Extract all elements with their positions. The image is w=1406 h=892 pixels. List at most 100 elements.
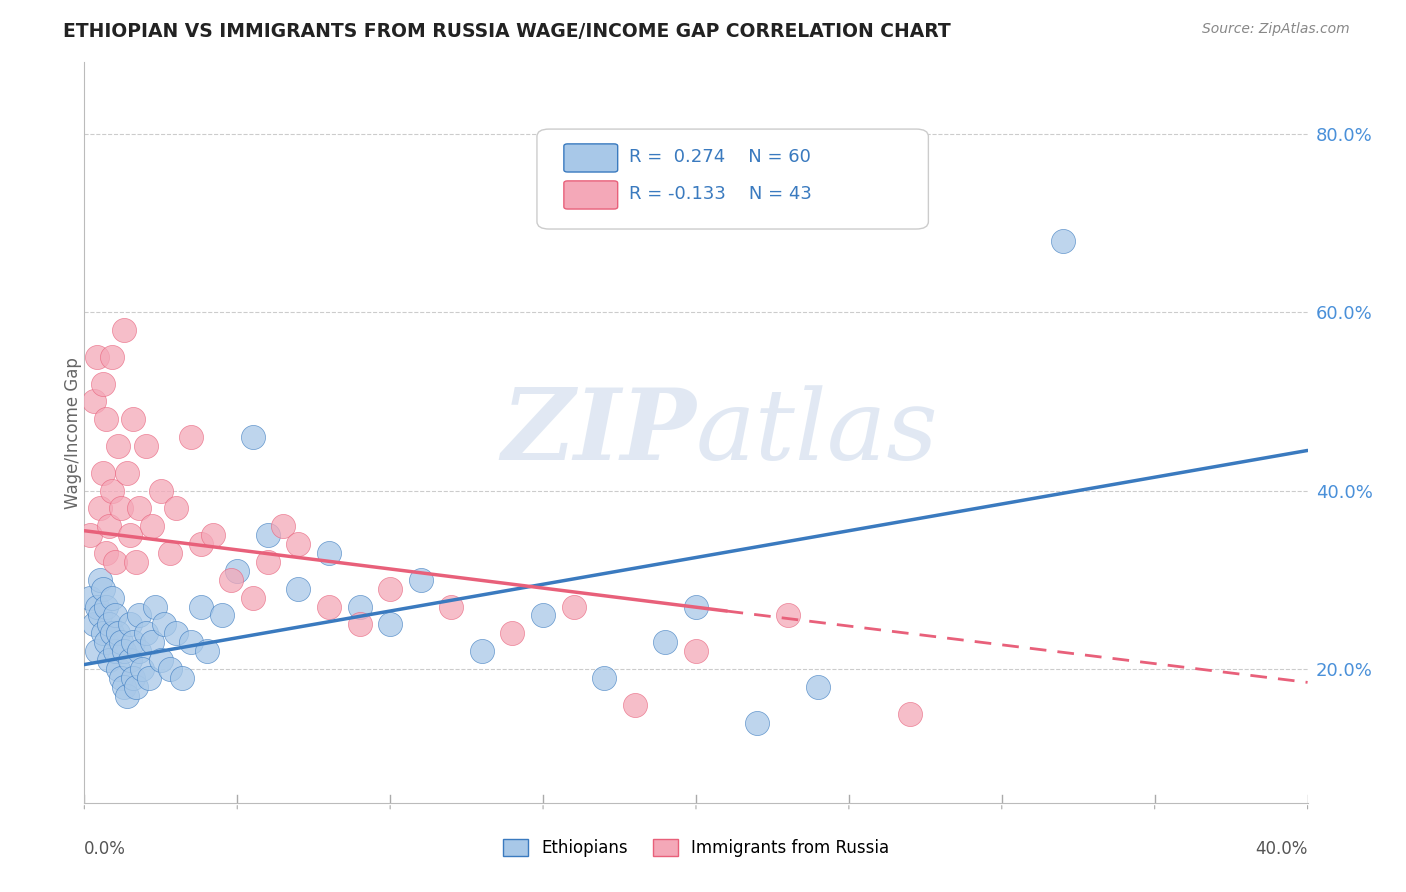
Point xyxy=(104,555,127,569)
Point xyxy=(97,519,120,533)
Point xyxy=(776,608,799,623)
Point xyxy=(380,582,402,596)
Point xyxy=(747,715,769,730)
Point xyxy=(128,608,150,623)
Point xyxy=(104,608,127,623)
Point xyxy=(190,537,212,551)
Point xyxy=(242,430,264,444)
Point xyxy=(440,599,463,614)
Point xyxy=(125,555,148,569)
Point xyxy=(349,599,371,614)
Point xyxy=(141,519,163,533)
Text: ETHIOPIAN VS IMMIGRANTS FROM RUSSIA WAGE/INCOME GAP CORRELATION CHART: ETHIOPIAN VS IMMIGRANTS FROM RUSSIA WAGE… xyxy=(63,22,950,41)
Point xyxy=(107,662,129,676)
Point xyxy=(91,466,114,480)
Point xyxy=(685,599,707,614)
Point xyxy=(219,573,242,587)
Point xyxy=(122,635,145,649)
Point xyxy=(138,671,160,685)
Text: R = -0.133    N = 43: R = -0.133 N = 43 xyxy=(628,185,811,202)
Y-axis label: Wage/Income Gap: Wage/Income Gap xyxy=(65,357,82,508)
Point xyxy=(115,689,138,703)
Point xyxy=(97,617,120,632)
Point xyxy=(153,617,176,632)
Point xyxy=(122,671,145,685)
Point xyxy=(101,483,124,498)
Point xyxy=(94,635,117,649)
Point xyxy=(135,439,157,453)
FancyBboxPatch shape xyxy=(564,181,617,209)
Point xyxy=(165,626,187,640)
Point xyxy=(131,662,153,676)
Point xyxy=(97,653,120,667)
Point xyxy=(107,626,129,640)
FancyBboxPatch shape xyxy=(537,129,928,229)
Point xyxy=(180,635,202,649)
Text: R =  0.274    N = 60: R = 0.274 N = 60 xyxy=(628,147,811,166)
Point xyxy=(135,626,157,640)
Point xyxy=(94,546,117,560)
Point xyxy=(94,412,117,426)
Point xyxy=(318,599,340,614)
Point xyxy=(89,501,111,516)
Point xyxy=(149,483,172,498)
Point xyxy=(86,644,108,658)
Point xyxy=(685,644,707,658)
Point xyxy=(159,662,181,676)
Point xyxy=(79,591,101,605)
Text: 40.0%: 40.0% xyxy=(1256,840,1308,858)
Point xyxy=(91,582,114,596)
Point xyxy=(190,599,212,614)
Point xyxy=(120,617,142,632)
Point xyxy=(159,546,181,560)
Point xyxy=(83,617,105,632)
Point xyxy=(562,599,585,614)
Point xyxy=(349,617,371,632)
Point xyxy=(172,671,194,685)
Point xyxy=(257,555,280,569)
Point xyxy=(112,680,135,694)
Point xyxy=(201,528,224,542)
Point xyxy=(318,546,340,560)
Point xyxy=(180,430,202,444)
Point xyxy=(471,644,494,658)
Point xyxy=(257,528,280,542)
Point xyxy=(143,599,166,614)
Point xyxy=(91,626,114,640)
Point xyxy=(110,671,132,685)
Text: atlas: atlas xyxy=(696,385,939,480)
Point xyxy=(898,706,921,721)
Point xyxy=(101,591,124,605)
Point xyxy=(83,394,105,409)
Point xyxy=(112,323,135,337)
Text: ZIP: ZIP xyxy=(501,384,696,481)
Text: Source: ZipAtlas.com: Source: ZipAtlas.com xyxy=(1202,22,1350,37)
Point xyxy=(226,564,249,578)
Point xyxy=(149,653,172,667)
Point xyxy=(110,635,132,649)
Point xyxy=(380,617,402,632)
Point xyxy=(287,582,309,596)
Point xyxy=(654,635,676,649)
Point xyxy=(89,573,111,587)
Text: 0.0%: 0.0% xyxy=(84,840,127,858)
Point xyxy=(141,635,163,649)
Point xyxy=(624,698,647,712)
Point xyxy=(86,599,108,614)
Point xyxy=(807,680,830,694)
Point xyxy=(115,466,138,480)
Point xyxy=(91,376,114,391)
Point xyxy=(79,528,101,542)
Point xyxy=(120,653,142,667)
Point xyxy=(89,608,111,623)
Point xyxy=(1052,234,1074,248)
Point xyxy=(101,626,124,640)
Point xyxy=(125,680,148,694)
Point xyxy=(120,528,142,542)
Point xyxy=(86,350,108,364)
Point xyxy=(211,608,233,623)
Point xyxy=(502,626,524,640)
FancyBboxPatch shape xyxy=(564,144,617,172)
Point xyxy=(165,501,187,516)
Point xyxy=(128,501,150,516)
